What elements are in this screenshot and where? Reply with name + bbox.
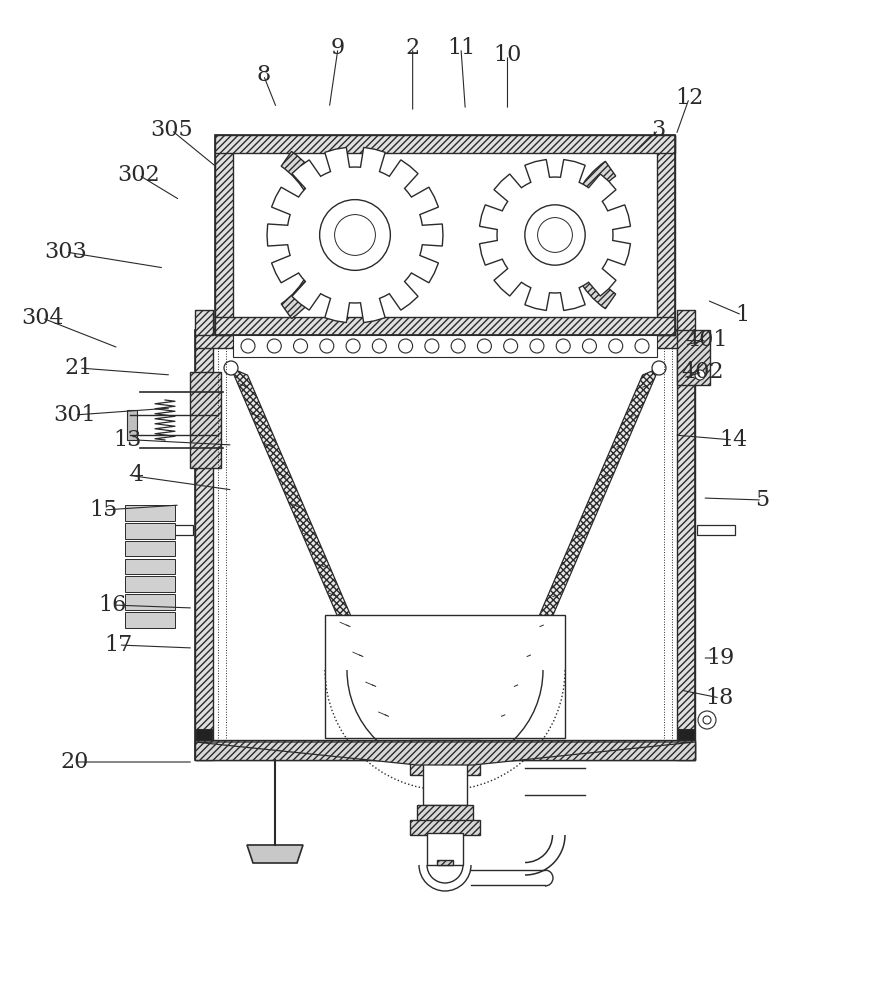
Polygon shape — [195, 330, 695, 348]
Polygon shape — [353, 712, 373, 737]
Circle shape — [424, 339, 438, 353]
Text: 15: 15 — [89, 499, 118, 521]
Circle shape — [681, 746, 690, 756]
Polygon shape — [189, 372, 221, 468]
Circle shape — [293, 339, 307, 353]
Text: 9: 9 — [331, 37, 345, 59]
Circle shape — [451, 339, 465, 353]
Text: 17: 17 — [104, 634, 132, 656]
Polygon shape — [125, 523, 175, 539]
Circle shape — [346, 339, 360, 353]
Polygon shape — [125, 576, 175, 592]
Polygon shape — [488, 712, 509, 737]
Text: 8: 8 — [256, 64, 270, 86]
Circle shape — [319, 200, 390, 270]
Text: 1: 1 — [734, 304, 748, 326]
Text: 14: 14 — [718, 429, 746, 451]
Polygon shape — [479, 160, 630, 310]
Polygon shape — [676, 310, 695, 335]
Polygon shape — [656, 135, 674, 335]
Circle shape — [634, 339, 648, 353]
Circle shape — [199, 746, 209, 756]
Polygon shape — [127, 410, 137, 440]
Text: 11: 11 — [446, 37, 474, 59]
Circle shape — [224, 361, 238, 375]
Polygon shape — [195, 310, 213, 335]
Circle shape — [319, 339, 333, 353]
Text: 302: 302 — [118, 164, 160, 186]
Polygon shape — [410, 820, 480, 835]
Polygon shape — [437, 860, 453, 865]
Circle shape — [378, 720, 391, 734]
Polygon shape — [676, 330, 695, 760]
Polygon shape — [417, 805, 473, 823]
Wedge shape — [567, 161, 615, 309]
Circle shape — [537, 218, 572, 252]
Polygon shape — [155, 525, 193, 535]
Circle shape — [334, 215, 375, 255]
Polygon shape — [267, 147, 443, 323]
Text: 19: 19 — [705, 647, 733, 669]
Wedge shape — [281, 151, 335, 319]
Circle shape — [398, 339, 412, 353]
Circle shape — [477, 339, 491, 353]
Polygon shape — [676, 330, 709, 385]
Circle shape — [608, 339, 622, 353]
Polygon shape — [125, 559, 175, 574]
Text: 21: 21 — [65, 357, 93, 379]
Polygon shape — [423, 760, 467, 805]
Circle shape — [530, 339, 544, 353]
Polygon shape — [195, 742, 695, 760]
Text: 2: 2 — [405, 37, 419, 59]
Circle shape — [697, 711, 715, 729]
Text: 401: 401 — [685, 329, 727, 351]
Circle shape — [555, 339, 569, 353]
Text: 301: 301 — [53, 404, 96, 426]
Circle shape — [240, 339, 254, 353]
Polygon shape — [677, 729, 693, 745]
Text: 3: 3 — [651, 119, 665, 141]
Text: 303: 303 — [45, 241, 87, 263]
Text: 10: 10 — [493, 44, 521, 66]
Circle shape — [702, 716, 710, 724]
Circle shape — [581, 339, 595, 353]
Text: 18: 18 — [705, 687, 733, 709]
Circle shape — [652, 361, 666, 375]
Polygon shape — [231, 368, 401, 734]
Text: 4: 4 — [129, 464, 143, 486]
Polygon shape — [324, 615, 565, 738]
Text: 5: 5 — [754, 489, 768, 511]
Polygon shape — [195, 330, 213, 760]
Circle shape — [503, 339, 517, 353]
Polygon shape — [488, 368, 659, 734]
Polygon shape — [215, 135, 674, 153]
Polygon shape — [696, 525, 734, 535]
Polygon shape — [215, 317, 674, 335]
Text: 12: 12 — [674, 87, 702, 109]
Text: 304: 304 — [21, 307, 63, 329]
Polygon shape — [195, 740, 695, 760]
Circle shape — [497, 720, 511, 734]
Polygon shape — [410, 740, 480, 775]
Text: 16: 16 — [98, 594, 126, 616]
Text: 305: 305 — [150, 119, 192, 141]
Text: 20: 20 — [61, 751, 89, 773]
Polygon shape — [195, 742, 695, 765]
Polygon shape — [125, 505, 175, 521]
Text: 402: 402 — [681, 361, 723, 383]
Polygon shape — [125, 612, 175, 628]
Circle shape — [695, 370, 704, 380]
Polygon shape — [125, 594, 175, 610]
Polygon shape — [426, 833, 462, 865]
Polygon shape — [232, 335, 656, 357]
Circle shape — [267, 339, 281, 353]
Polygon shape — [196, 729, 211, 745]
Polygon shape — [246, 845, 303, 863]
Circle shape — [372, 339, 386, 353]
Circle shape — [524, 205, 584, 265]
Polygon shape — [215, 135, 232, 335]
Polygon shape — [125, 541, 175, 556]
Text: 13: 13 — [113, 429, 141, 451]
